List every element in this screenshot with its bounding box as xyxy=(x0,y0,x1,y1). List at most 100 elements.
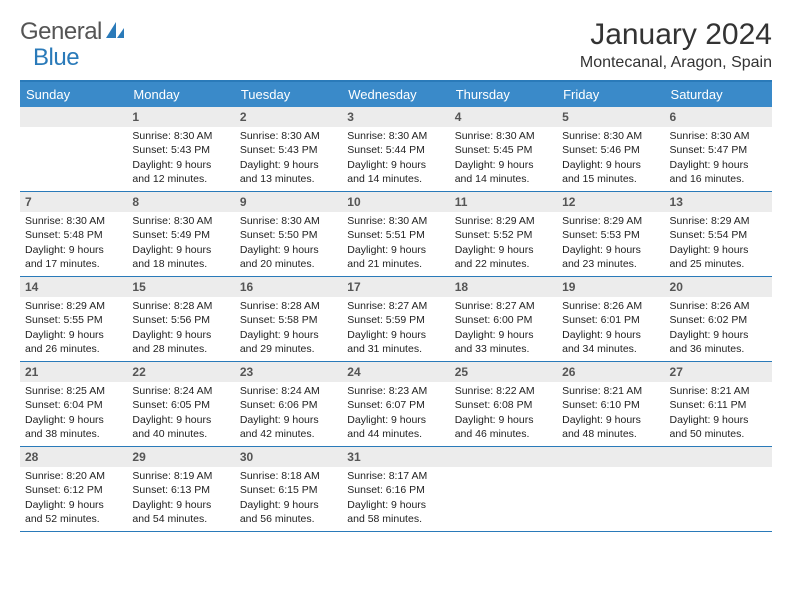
sunrise-line: Sunrise: 8:24 AM xyxy=(132,384,229,398)
sunrise-line: Sunrise: 8:30 AM xyxy=(562,129,659,143)
day-number: 1 xyxy=(127,107,234,127)
sunrise-line: Sunrise: 8:29 AM xyxy=(25,299,122,313)
day-detail: Sunrise: 8:29 AMSunset: 5:54 PMDaylight:… xyxy=(665,212,772,275)
calendar-day-cell: 5Sunrise: 8:30 AMSunset: 5:46 PMDaylight… xyxy=(557,107,664,191)
daylight-line: Daylight: 9 hours and 42 minutes. xyxy=(240,413,337,441)
day-number: 28 xyxy=(20,447,127,467)
weekday-header: Monday xyxy=(127,82,234,107)
day-detail: Sunrise: 8:30 AMSunset: 5:46 PMDaylight:… xyxy=(557,127,664,190)
day-number: 14 xyxy=(20,277,127,297)
sunset-line: Sunset: 6:02 PM xyxy=(670,313,767,327)
daylight-line: Daylight: 9 hours and 13 minutes. xyxy=(240,158,337,186)
sunset-line: Sunset: 5:54 PM xyxy=(670,228,767,242)
day-number: 30 xyxy=(235,447,342,467)
day-number: 25 xyxy=(450,362,557,382)
day-number: 27 xyxy=(665,362,772,382)
calendar-day-cell: 17Sunrise: 8:27 AMSunset: 5:59 PMDayligh… xyxy=(342,277,449,361)
weekday-header-row: Sunday Monday Tuesday Wednesday Thursday… xyxy=(20,82,772,107)
sunrise-line: Sunrise: 8:29 AM xyxy=(670,214,767,228)
daylight-line: Daylight: 9 hours and 28 minutes. xyxy=(132,328,229,356)
daylight-line: Daylight: 9 hours and 18 minutes. xyxy=(132,243,229,271)
day-number: 17 xyxy=(342,277,449,297)
day-number: 11 xyxy=(450,192,557,212)
sunrise-line: Sunrise: 8:30 AM xyxy=(240,129,337,143)
calendar-day-cell: 7 Sunrise: 8:30 AMSunset: 5:48 PMDaylight… xyxy=(20,192,127,276)
sunrise-line: Sunrise: 8:30 AM xyxy=(347,129,444,143)
calendar-day-cell: 14Sunrise: 8:29 AMSunset: 5:55 PMDayligh… xyxy=(20,277,127,361)
sunrise-line: Sunrise: 8:30 AM xyxy=(132,129,229,143)
day-detail: Sunrise: 8:30 AMSunset: 5:43 PMDaylight:… xyxy=(127,127,234,190)
calendar-day-cell: 16Sunrise: 8:28 AMSunset: 5:58 PMDayligh… xyxy=(235,277,342,361)
daylight-line: Daylight: 9 hours and 17 minutes. xyxy=(25,243,122,271)
day-number xyxy=(665,447,772,467)
sunrise-line: Sunrise: 8:30 AM xyxy=(670,129,767,143)
weekday-header: Friday xyxy=(557,82,664,107)
day-number xyxy=(557,447,664,467)
daylight-line: Daylight: 9 hours and 29 minutes. xyxy=(240,328,337,356)
calendar-day-cell: 28Sunrise: 8:20 AMSunset: 6:12 PMDayligh… xyxy=(20,447,127,531)
calendar-day-cell: 31Sunrise: 8:17 AMSunset: 6:16 PMDayligh… xyxy=(342,447,449,531)
sunset-line: Sunset: 6:10 PM xyxy=(562,398,659,412)
calendar-day-cell: 9Sunrise: 8:30 AMSunset: 5:50 PMDaylight… xyxy=(235,192,342,276)
calendar-day-cell: 11Sunrise: 8:29 AMSunset: 5:52 PMDayligh… xyxy=(450,192,557,276)
sunset-line: Sunset: 5:47 PM xyxy=(670,143,767,157)
calendar-day-cell: 10Sunrise: 8:30 AMSunset: 5:51 PMDayligh… xyxy=(342,192,449,276)
daylight-line: Daylight: 9 hours and 33 minutes. xyxy=(455,328,552,356)
day-number: 24 xyxy=(342,362,449,382)
sunrise-line: Sunrise: 8:30 AM xyxy=(25,214,122,228)
daylight-line: Daylight: 9 hours and 15 minutes. xyxy=(562,158,659,186)
daylight-line: Daylight: 9 hours and 12 minutes. xyxy=(132,158,229,186)
header-right: January 2024 Montecanal, Aragon, Spain xyxy=(580,18,772,72)
sunset-line: Sunset: 6:13 PM xyxy=(132,483,229,497)
daylight-line: Daylight: 9 hours and 40 minutes. xyxy=(132,413,229,441)
daylight-line: Daylight: 9 hours and 14 minutes. xyxy=(455,158,552,186)
daylight-line: Daylight: 9 hours and 20 minutes. xyxy=(240,243,337,271)
calendar-day-cell: 1Sunrise: 8:30 AMSunset: 5:43 PMDaylight… xyxy=(127,107,234,191)
daylight-line: Daylight: 9 hours and 23 minutes. xyxy=(562,243,659,271)
sunrise-line: Sunrise: 8:28 AM xyxy=(132,299,229,313)
sunrise-line: Sunrise: 8:24 AM xyxy=(240,384,337,398)
sunset-line: Sunset: 5:48 PM xyxy=(25,228,122,242)
day-detail: Sunrise: 8:30 AMSunset: 5:44 PMDaylight:… xyxy=(342,127,449,190)
logo-subline: Blue xyxy=(33,44,79,72)
day-detail: Sunrise: 8:24 AMSunset: 6:06 PMDaylight:… xyxy=(235,382,342,445)
day-number: 7 xyxy=(20,192,127,212)
sunset-line: Sunset: 6:05 PM xyxy=(132,398,229,412)
day-detail: Sunrise: 8:17 AMSunset: 6:16 PMDaylight:… xyxy=(342,467,449,530)
daylight-line: Daylight: 9 hours and 26 minutes. xyxy=(25,328,122,356)
day-number: 19 xyxy=(557,277,664,297)
calendar-day-cell: 21Sunrise: 8:25 AMSunset: 6:04 PMDayligh… xyxy=(20,362,127,446)
sunset-line: Sunset: 5:56 PM xyxy=(132,313,229,327)
sunrise-line: Sunrise: 8:30 AM xyxy=(132,214,229,228)
day-detail: Sunrise: 8:30 AMSunset: 5:43 PMDaylight:… xyxy=(235,127,342,190)
sunrise-line: Sunrise: 8:27 AM xyxy=(455,299,552,313)
calendar-day-cell: 23Sunrise: 8:24 AMSunset: 6:06 PMDayligh… xyxy=(235,362,342,446)
day-number: 9 xyxy=(235,192,342,212)
day-number: 8 xyxy=(127,192,234,212)
day-detail: Sunrise: 8:30 AMSunset: 5:45 PMDaylight:… xyxy=(450,127,557,190)
sunrise-line: Sunrise: 8:27 AM xyxy=(347,299,444,313)
calendar-day-cell: 8Sunrise: 8:30 AMSunset: 5:49 PMDaylight… xyxy=(127,192,234,276)
location-label: Montecanal, Aragon, Spain xyxy=(580,54,772,72)
daylight-line: Daylight: 9 hours and 34 minutes. xyxy=(562,328,659,356)
sunset-line: Sunset: 5:58 PM xyxy=(240,313,337,327)
day-detail: Sunrise: 8:27 AMSunset: 5:59 PMDaylight:… xyxy=(342,297,449,360)
sunrise-line: Sunrise: 8:26 AM xyxy=(670,299,767,313)
day-number: 6 xyxy=(665,107,772,127)
day-detail: Sunrise: 8:28 AMSunset: 5:58 PMDaylight:… xyxy=(235,297,342,360)
sunrise-line: Sunrise: 8:30 AM xyxy=(455,129,552,143)
sunrise-line: Sunrise: 8:21 AM xyxy=(670,384,767,398)
day-number: 16 xyxy=(235,277,342,297)
day-detail: Sunrise: 8:24 AMSunset: 6:05 PMDaylight:… xyxy=(127,382,234,445)
day-number: 2 xyxy=(235,107,342,127)
sunrise-line: Sunrise: 8:18 AM xyxy=(240,469,337,483)
calendar-day-cell: 30Sunrise: 8:18 AMSunset: 6:15 PMDayligh… xyxy=(235,447,342,531)
daylight-line: Daylight: 9 hours and 25 minutes. xyxy=(670,243,767,271)
day-detail: Sunrise: 8:30 AMSunset: 5:51 PMDaylight:… xyxy=(342,212,449,275)
calendar-day-cell: 6Sunrise: 8:30 AMSunset: 5:47 PMDaylight… xyxy=(665,107,772,191)
day-detail: Sunrise: 8:25 AMSunset: 6:04 PMDaylight:… xyxy=(20,382,127,445)
day-number: 10 xyxy=(342,192,449,212)
daylight-line: Daylight: 9 hours and 36 minutes. xyxy=(670,328,767,356)
day-detail: Sunrise: 8:19 AMSunset: 6:13 PMDaylight:… xyxy=(127,467,234,530)
weekday-header: Wednesday xyxy=(342,82,449,107)
